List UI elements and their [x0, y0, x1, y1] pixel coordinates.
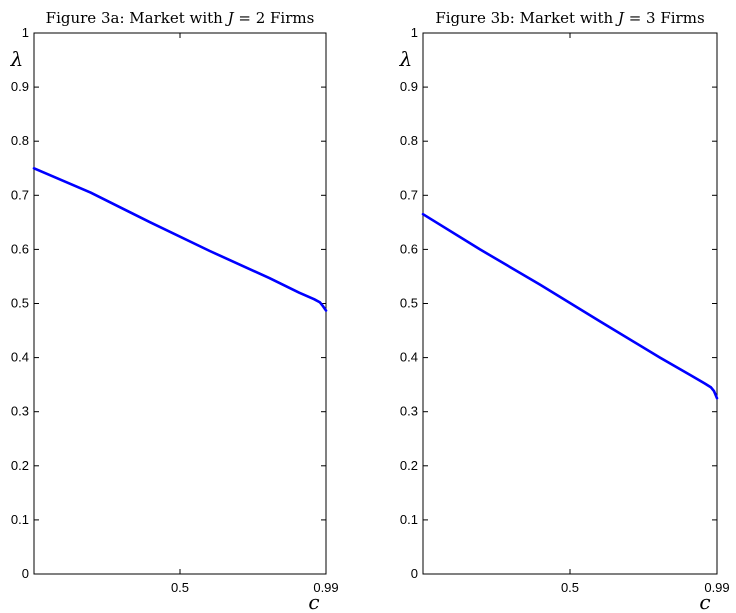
series-line-1 [421, 212, 719, 400]
plot-frame [33, 32, 327, 575]
chart-title-suffix: = 2 Firms [234, 9, 315, 27]
y-tick-label: 0.5 [400, 296, 418, 311]
y-tick-label: 0.1 [400, 512, 418, 527]
y-tick-label: 0.2 [11, 458, 29, 473]
y-tick-label: 0.7 [400, 187, 418, 202]
chart-title-variable: J [225, 9, 235, 27]
chart-title-variable: J [615, 9, 625, 27]
x-axis-label: c [699, 590, 710, 613]
y-tick-label: 0.9 [11, 79, 29, 94]
y-tick-label: 0.9 [400, 79, 418, 94]
y-tick-label: 1 [22, 25, 29, 40]
y-tick-label: 0.6 [11, 241, 29, 256]
chart-title-prefix: Figure 3a: Market with [46, 9, 228, 27]
chart-title-prefix: Figure 3b: Market with [435, 9, 618, 27]
chart-title: Figure 3b: Market with J = 3 Firms [435, 9, 704, 27]
chart-panel-1: Figure 3a: Market with J = 2 Firms 0 0.1 0.… [10, 9, 339, 613]
x-axis-label: c [308, 590, 319, 613]
x-tick-label: 0.5 [561, 580, 579, 595]
y-axis-label: λ [10, 47, 24, 71]
y-tick-label: 0.8 [11, 133, 29, 148]
x-tick-label: 0.99 [704, 580, 729, 595]
y-tick-label: 0.2 [400, 458, 418, 473]
y-tick-label: 0.6 [400, 241, 418, 256]
y-tick-label: 0.7 [11, 187, 29, 202]
chart-title-suffix: = 3 Firms [624, 9, 705, 27]
series-line-1 [32, 167, 328, 312]
y-tick-label: 0 [22, 566, 29, 581]
y-tick-label: 0.3 [400, 404, 418, 419]
y-tick-label: 0 [411, 566, 418, 581]
y-axis-label: λ [399, 47, 413, 71]
y-tick-label: 0.3 [11, 404, 29, 419]
y-tick-label: 0.1 [11, 512, 29, 527]
y-tick-label: 0.4 [400, 350, 418, 365]
y-tick-label: 0.4 [11, 350, 29, 365]
chart-title: Figure 3a: Market with J = 2 Firms [46, 9, 315, 27]
y-tick-label: 1 [411, 25, 418, 40]
x-tick-label: 0.99 [313, 580, 338, 595]
y-tick-label: 0.5 [11, 296, 29, 311]
y-tick-label: 0.8 [400, 133, 418, 148]
x-tick-label: 0.5 [171, 580, 189, 595]
chart-panel-2: Figure 3b: Market with J = 3 Firms 0 0.1 0.… [399, 9, 730, 613]
